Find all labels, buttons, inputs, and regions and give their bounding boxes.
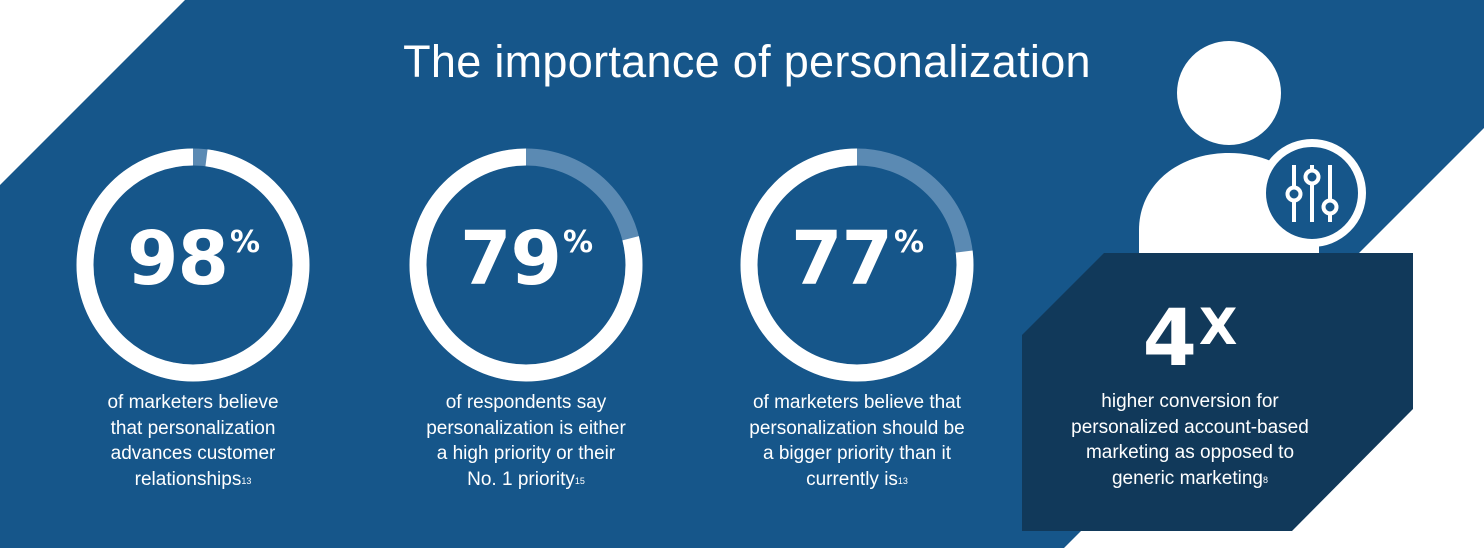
caption-line: of marketers believe that — [752, 392, 962, 413]
ring-fill — [76, 148, 310, 382]
stat-value: 98% — [28, 222, 358, 296]
stat-number: 77 — [790, 216, 893, 302]
ring-fill — [409, 148, 643, 382]
person-icon — [1139, 41, 1366, 253]
footnote-marker: 15 — [574, 475, 585, 486]
caption-line-text: relationships — [134, 468, 242, 490]
stat-value: 79% — [361, 222, 691, 296]
stat-caption: of respondents say personalization is ei… — [361, 390, 691, 492]
caption-line: personalization is either — [426, 417, 626, 439]
caption-line: generic marketing8 — [1040, 466, 1340, 492]
stat-number: 98 — [126, 216, 229, 302]
caption-line: higher conversion for — [1101, 391, 1279, 412]
sliders-icon — [1258, 139, 1366, 247]
caption-line-text: currently is — [806, 468, 898, 490]
progress-ring — [409, 148, 643, 382]
caption-line: No. 1 priority15 — [361, 467, 691, 493]
highlight-caption: higher conversion for personalized accou… — [1040, 389, 1340, 491]
caption-line-text: generic marketing — [1111, 467, 1263, 489]
caption-line: currently is13 — [692, 467, 1022, 493]
caption-line: of marketers believe — [107, 392, 279, 413]
stat-unit: % — [893, 225, 924, 260]
stat-unit: % — [229, 225, 260, 260]
caption-line: relationships13 — [28, 467, 358, 493]
footnote-marker: 13 — [897, 475, 908, 486]
stat-number: 79 — [459, 216, 562, 302]
highlight-panel — [1022, 253, 1413, 531]
highlight-number: 4 — [1142, 294, 1197, 384]
highlight-value: 4X — [1040, 300, 1340, 378]
stat-caption: of marketers believe that personalizatio… — [28, 390, 358, 492]
caption-line: of respondents say — [445, 392, 607, 413]
caption-line-text: No. 1 priority — [467, 468, 575, 490]
caption-line: that personalization — [110, 417, 276, 439]
stat-unit: % — [562, 225, 593, 260]
footnote-marker: 13 — [241, 475, 252, 486]
page-title: The importance of personalization — [403, 36, 1091, 87]
ring-fill — [740, 148, 974, 382]
caption-line: a high priority or their — [436, 443, 616, 464]
person-head — [1177, 41, 1281, 145]
caption-line: a bigger priority than it — [763, 443, 951, 464]
stat-caption: of marketers believe that personalizatio… — [692, 390, 1022, 492]
highlight-unit: X — [1198, 298, 1238, 356]
stat-value: 77% — [692, 222, 1022, 296]
caption-line: advances customer — [110, 443, 276, 464]
caption-line: marketing as opposed to — [1085, 442, 1295, 463]
caption-line: personalized account-based — [1071, 416, 1309, 438]
progress-ring — [740, 148, 974, 382]
footnote-marker: 8 — [1263, 474, 1269, 485]
progress-ring — [76, 148, 310, 382]
caption-line: personalization should be — [749, 417, 965, 439]
